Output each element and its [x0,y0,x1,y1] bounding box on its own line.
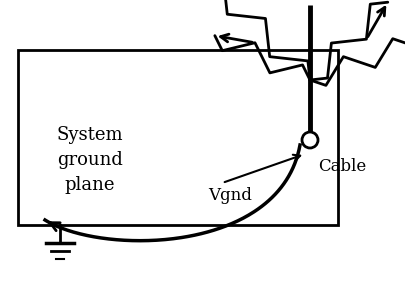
Text: Vgnd: Vgnd [207,186,252,204]
Text: System
ground
plane: System ground plane [57,126,123,194]
Text: Cable: Cable [317,158,365,175]
Bar [18,50,337,225]
Circle shape [301,132,317,148]
